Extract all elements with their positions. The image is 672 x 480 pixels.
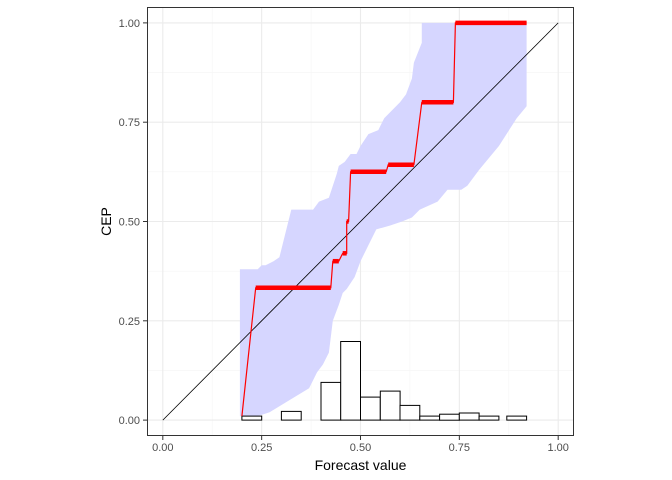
diagonal-reference-line xyxy=(162,22,559,421)
plot-content xyxy=(162,20,559,421)
histogram-bar xyxy=(360,396,381,421)
y-tick-label: 0.00 xyxy=(119,415,140,427)
histogram-bar xyxy=(399,404,421,421)
y-tick-label: 1.00 xyxy=(119,18,140,30)
histogram-bar xyxy=(379,390,401,421)
x-tick-label: 0.50 xyxy=(350,442,371,454)
x-tick-label: 0.25 xyxy=(251,442,272,454)
histogram-bar xyxy=(280,410,302,421)
confidence-band xyxy=(239,22,527,417)
x-tick-label: 0.00 xyxy=(152,442,173,454)
x-tick-label: 0.75 xyxy=(449,442,470,454)
y-tick-label: 0.50 xyxy=(119,217,140,229)
y-axis-title: CEP xyxy=(98,207,114,236)
cep-step-segments xyxy=(255,20,527,291)
histogram-bar xyxy=(439,413,460,421)
histogram-bar xyxy=(506,415,528,421)
histogram-bar xyxy=(320,381,342,421)
x-axis-title: Forecast value xyxy=(315,457,407,473)
histogram-bar xyxy=(340,341,362,421)
histogram-bar xyxy=(241,415,263,421)
y-tick-label: 0.25 xyxy=(119,316,140,328)
forecast-histogram xyxy=(241,341,528,421)
y-axis-ticks: 0.00 0.25 0.50 0.75 1.00 xyxy=(119,18,147,427)
x-axis-ticks: 0.00 0.25 0.50 0.75 1.00 xyxy=(152,436,569,454)
histogram-bar xyxy=(458,412,480,421)
panel-border xyxy=(147,7,574,436)
x-tick-label: 1.00 xyxy=(547,442,568,454)
histogram-bar xyxy=(478,415,500,421)
y-tick-label: 0.75 xyxy=(119,117,140,129)
histogram-bar xyxy=(419,415,441,421)
